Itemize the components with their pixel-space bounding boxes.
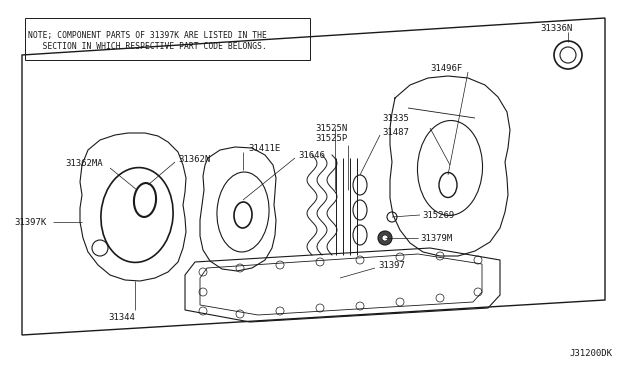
Text: 31379M: 31379M [420,234,452,243]
Text: 31397K: 31397K [14,218,46,227]
Text: 31336N: 31336N [540,23,572,32]
Circle shape [378,231,392,245]
Text: 31646: 31646 [298,151,325,160]
Text: J31200DK: J31200DK [569,349,612,358]
Text: 31525N: 31525N [315,124,348,132]
Text: NOTE; COMPONENT PARTS OF 31397K ARE LISTED IN THE: NOTE; COMPONENT PARTS OF 31397K ARE LIST… [28,31,267,40]
Text: 31525P: 31525P [315,134,348,142]
Text: 31362MA: 31362MA [65,158,102,167]
Text: 315269: 315269 [422,211,454,219]
Text: 31487: 31487 [382,128,409,137]
Circle shape [382,235,388,241]
Text: 31344: 31344 [108,314,135,323]
Text: 31335: 31335 [382,113,409,122]
Text: 31362N: 31362N [178,154,211,164]
Text: 31411E: 31411E [248,144,280,153]
Text: 31496F: 31496F [430,64,462,73]
Text: SECTION IN WHICH RESPECTIVE PART CODE BELONGS.: SECTION IN WHICH RESPECTIVE PART CODE BE… [28,42,267,51]
Text: 31397: 31397 [378,260,405,269]
